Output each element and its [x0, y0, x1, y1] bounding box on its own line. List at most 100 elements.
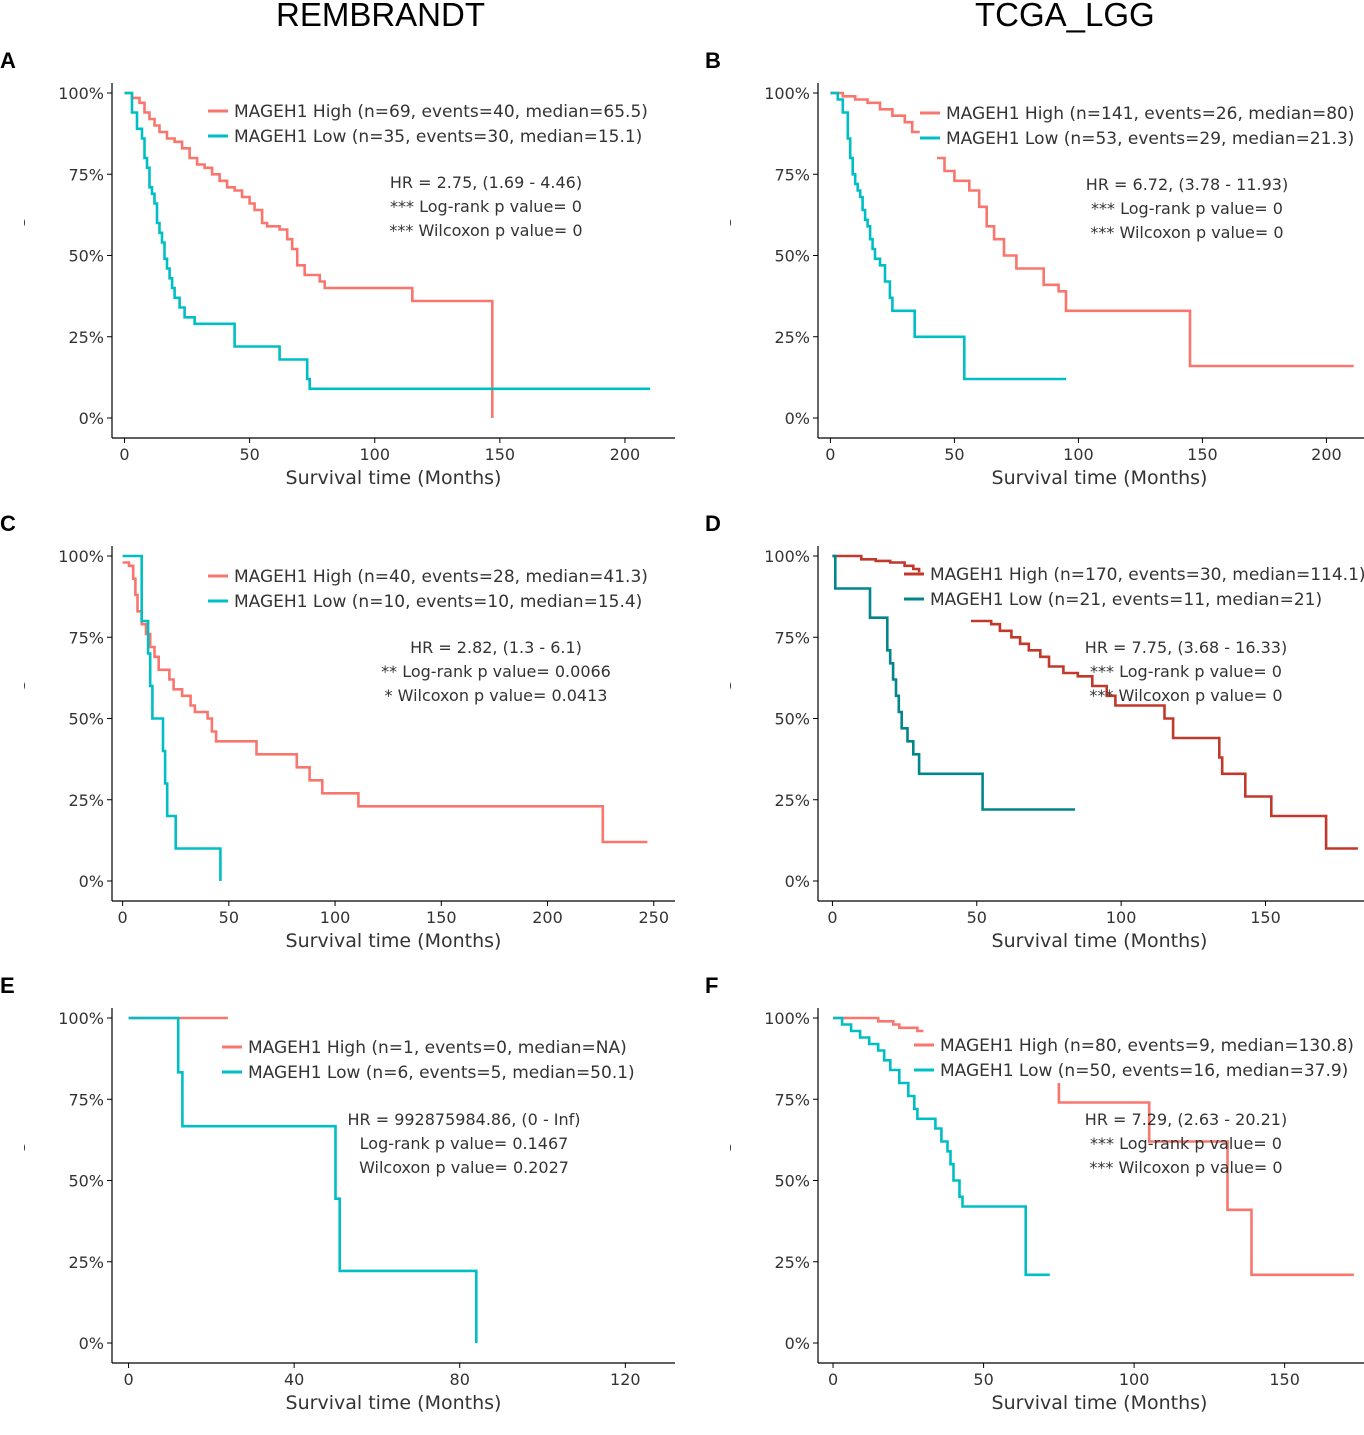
- panel-letter: A: [0, 48, 16, 73]
- x-axis-label: Survival time (Months): [992, 930, 1208, 952]
- x-axis-label: Survival time (Months): [992, 467, 1208, 489]
- panel-letter: E: [0, 973, 15, 998]
- panel-e: E 0% 25% 50% 75% 100% 0 40 80 120 Survival time (M…: [0, 965, 682, 1435]
- y-tick-label: 25%: [774, 791, 810, 810]
- y-tick-label: 25%: [68, 1253, 104, 1272]
- km-plot: 0% 25% 50% 75% 100% 0 50 100 150 Survival time (M…: [730, 1008, 1364, 1414]
- legend-label-low: MAGEH1 Low (n=10, events=10, median=15.4…: [234, 592, 642, 612]
- stat-logrank-p: Log-rank p value= 0.1467: [360, 1134, 569, 1153]
- legend-label-low: MAGEH1 Low (n=21, events=11, median=21): [930, 590, 1322, 610]
- stat-wilcoxon-p: *** Wilcoxon p value= 0: [1090, 223, 1283, 242]
- x-tick-label: 250: [638, 908, 669, 927]
- stat-wilcoxon-p: * Wilcoxon p value= 0.0413: [385, 686, 608, 705]
- x-tick-label: 0: [828, 1370, 838, 1389]
- y-tick-label: 0%: [79, 1334, 104, 1353]
- y-tick-label: 50%: [774, 247, 810, 266]
- legend-label-high: MAGEH1 High (n=1, events=0, median=NA): [248, 1038, 627, 1058]
- y-tick-label: 50%: [68, 247, 104, 266]
- panel-letter: D: [705, 511, 721, 536]
- x-axis-label: Survival time (Months): [286, 467, 502, 489]
- y-tick-label: 75%: [68, 1090, 104, 1109]
- y-tick-label: 100%: [58, 1009, 104, 1028]
- stat-wilcoxon-p: Wilcoxon p value= 0.2027: [359, 1158, 569, 1177]
- curve-mageh1-high: [830, 91, 1354, 368]
- legend-label-high: MAGEH1 High (n=141, events=26, median=80…: [946, 104, 1355, 124]
- x-tick-label: 150: [485, 445, 516, 464]
- y-tick-label: 0%: [785, 872, 810, 891]
- x-tick-label: 50: [239, 445, 259, 464]
- panel-c: C 0% 25% 50% 75% 100% 0 50 100 150 200 250 Survival …: [0, 503, 682, 973]
- curve-mageh1-low: [124, 91, 650, 391]
- curve-mageh1-high: [124, 91, 494, 418]
- stat-hazard-ratio: HR = 7.75, (3.68 - 16.33): [1085, 638, 1287, 657]
- x-tick-label: 80: [450, 1370, 470, 1389]
- stat-hazard-ratio: HR = 6.72, (3.78 - 11.93): [1086, 175, 1288, 194]
- y-tick-label: 25%: [68, 328, 104, 347]
- x-tick-label: 0: [118, 908, 128, 927]
- stat-hazard-ratio: HR = 992875984.86, (0 - Inf): [347, 1110, 580, 1129]
- x-tick-label: 0: [119, 445, 129, 464]
- y-axis-label: Surviving: [730, 1141, 732, 1230]
- panel-letter: F: [705, 973, 719, 998]
- y-tick-label: 0%: [785, 1334, 810, 1353]
- x-tick-label: 100: [1106, 908, 1137, 927]
- curve-mageh1-low: [122, 554, 222, 881]
- x-tick-label: 40: [284, 1370, 304, 1389]
- y-tick-label: 50%: [774, 1172, 810, 1191]
- legend-label-high: MAGEH1 High (n=80, events=9, median=130.…: [940, 1036, 1354, 1056]
- y-axis-label: Surviving: [24, 216, 26, 305]
- x-tick-label: 150: [426, 908, 457, 927]
- km-plot: 0% 25% 50% 75% 100% 0 50 100 150 200 Survival time…: [24, 83, 675, 489]
- stat-hazard-ratio: HR = 2.75, (1.69 - 4.46): [390, 173, 582, 192]
- legend-label-low: MAGEH1 Low (n=6, events=5, median=50.1): [248, 1063, 635, 1083]
- y-tick-label: 100%: [58, 547, 104, 566]
- x-tick-label: 150: [1250, 908, 1281, 927]
- column-title-rembrandt: REMBRANDT: [276, 0, 486, 33]
- y-tick-label: 75%: [68, 628, 104, 647]
- stat-wilcoxon-p: *** Wilcoxon p value= 0: [1089, 1158, 1282, 1177]
- km-plot: 0% 25% 50% 75% 100% 0 50 100 150 Survival time (M…: [730, 546, 1364, 952]
- legend-label-low: MAGEH1 Low (n=53, events=29, median=21.3…: [946, 129, 1354, 149]
- curve-mageh1-low: [128, 1016, 478, 1343]
- y-tick-label: 25%: [774, 328, 810, 347]
- stat-wilcoxon-p: *** Wilcoxon p value= 0: [1089, 686, 1282, 705]
- stat-logrank-p: *** Log-rank p value= 0: [1091, 199, 1283, 218]
- x-tick-label: 50: [944, 445, 964, 464]
- stat-logrank-p: *** Log-rank p value= 0: [1090, 662, 1282, 681]
- x-axis-label: Survival time (Months): [286, 1392, 502, 1414]
- stat-logrank-p: ** Log-rank p value= 0.0066: [381, 662, 611, 681]
- column-title-tcga-lgg: TCGA_LGG: [975, 0, 1155, 33]
- panel-a: A 0% 25% 50% 75% 100% 0 50 100 150 200 Survival tim…: [0, 40, 682, 510]
- y-tick-label: 50%: [774, 710, 810, 729]
- y-tick-label: 75%: [68, 165, 104, 184]
- y-tick-label: 75%: [774, 628, 810, 647]
- km-plot: 0% 25% 50% 75% 100% 0 50 100 150 200 250 Survival t…: [24, 546, 675, 952]
- panel-b: B 0% 25% 50% 75% 100% 0 50 100 150 200 Survival tim…: [705, 40, 1364, 510]
- curve-mageh1-high: [832, 554, 1358, 850]
- x-tick-label: 200: [532, 908, 563, 927]
- x-tick-label: 200: [610, 445, 641, 464]
- y-tick-label: 0%: [785, 409, 810, 428]
- x-tick-label: 100: [359, 445, 390, 464]
- y-tick-label: 50%: [68, 1172, 104, 1191]
- stat-logrank-p: *** Log-rank p value= 0: [390, 197, 582, 216]
- x-tick-label: 120: [610, 1370, 641, 1389]
- y-tick-label: 25%: [774, 1253, 810, 1272]
- y-axis-label: Surviving: [730, 216, 732, 305]
- y-tick-label: 50%: [68, 710, 104, 729]
- x-tick-label: 200: [1311, 445, 1342, 464]
- x-axis-label: Survival time (Months): [286, 930, 502, 952]
- y-tick-label: 100%: [764, 1009, 810, 1028]
- panel-letter: B: [705, 48, 721, 73]
- km-plot: 0% 25% 50% 75% 100% 0 40 80 120 Survival time (Mo…: [24, 1008, 675, 1414]
- curve-mageh1-high: [122, 561, 648, 844]
- y-tick-label: 0%: [79, 872, 104, 891]
- legend-label-high: MAGEH1 High (n=69, events=40, median=65.…: [234, 102, 648, 122]
- km-plot: 0% 25% 50% 75% 100% 0 50 100 150 200 Survival time…: [730, 83, 1364, 489]
- y-tick-label: 0%: [79, 409, 104, 428]
- y-axis-label: Surviving: [24, 679, 26, 768]
- x-tick-label: 100: [320, 908, 351, 927]
- x-tick-label: 100: [1063, 445, 1094, 464]
- curve-mageh1-low: [832, 554, 1075, 811]
